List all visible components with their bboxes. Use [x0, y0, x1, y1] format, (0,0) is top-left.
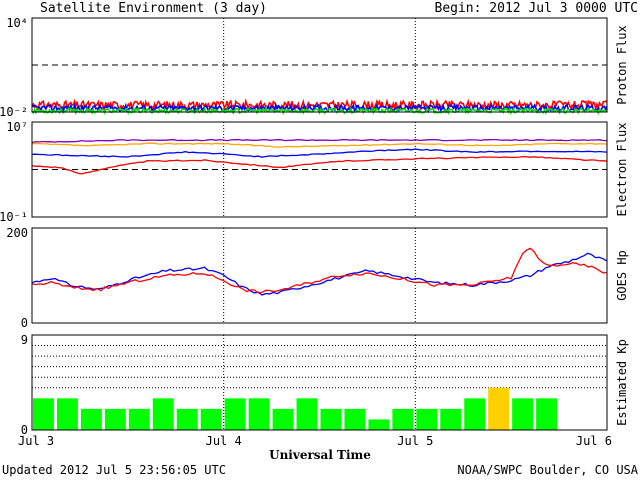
kp-bar-14 [368, 419, 390, 430]
proton-flux-tick-top: 10⁴ [6, 16, 28, 30]
begin-time: Begin: 2012 Jul 3 0000 UTC [435, 1, 639, 16]
electron-flux-panel: 10⁷ 10⁻¹ Electron Flux [0, 120, 629, 224]
updated-time: Updated 2012 Jul 5 23:56:05 UTC [2, 463, 226, 477]
goes-hp-series-0 [31, 252, 608, 296]
electron-flux-tick-bottom: 10⁻¹ [0, 210, 28, 224]
x-tick-label-2: Jul 5 [397, 434, 433, 448]
kp-bar-4 [128, 408, 150, 430]
kp-bar-13 [344, 408, 366, 430]
estimated-kp-ylabel: Estimated Kp [615, 339, 629, 426]
kp-bar-6 [176, 408, 198, 430]
kp-bar-5 [152, 398, 174, 430]
kp-bar-18 [464, 398, 486, 430]
x-tick-label-0: Jul 3 [18, 434, 54, 448]
kp-bar-2 [80, 408, 102, 430]
kp-bar-16 [416, 408, 438, 430]
estimated-kp-tick-bottom: 0 [21, 423, 28, 437]
goes-hp-tick-bottom: 0 [21, 316, 28, 330]
estimated-kp-frame [31, 334, 608, 431]
proton-flux-ylabel: Proton Flux [615, 25, 629, 104]
estimated-kp-tick-top: 9 [21, 333, 28, 347]
x-tick-label-3: Jul 6 [576, 434, 612, 448]
kp-bar-15 [392, 408, 414, 430]
electron-flux-series-1 [31, 142, 608, 148]
kp-bar-10 [272, 408, 294, 430]
chart-title: Satellite Environment (3 day) [40, 1, 267, 16]
electron-flux-series-2 [31, 148, 608, 158]
electron-flux-tick-top: 10⁷ [6, 120, 28, 134]
kp-bar-20 [512, 398, 534, 430]
credit: NOAA/SWPC Boulder, CO USA [457, 463, 638, 477]
kp-bar-7 [200, 408, 222, 430]
goes-hp-panel: 200 0 GOES Hp [6, 226, 629, 330]
proton-flux-frame [31, 17, 608, 113]
kp-bar-19 [488, 387, 510, 430]
kp-bar-12 [320, 408, 342, 430]
electron-flux-ylabel: Electron Flux [615, 123, 629, 217]
kp-bar-8 [224, 398, 246, 430]
estimated-kp-panel: 9 0 Estimated Kp [21, 333, 629, 437]
electron-flux-frame [31, 121, 608, 218]
kp-bar-3 [104, 408, 126, 430]
kp-bar-1 [56, 398, 78, 430]
proton-flux-panel: 10⁴ 10⁻² Proton Flux [0, 16, 629, 119]
kp-bar-21 [536, 398, 558, 430]
proton-flux-series-0 [31, 98, 608, 112]
kp-bar-9 [248, 398, 270, 430]
goes-hp-tick-top: 200 [6, 226, 28, 240]
kp-bar-11 [296, 398, 318, 430]
goes-hp-ylabel: GOES Hp [615, 250, 629, 301]
kp-bar-17 [440, 408, 462, 430]
goes-hp-frame [31, 227, 608, 324]
kp-bar-0 [33, 398, 54, 430]
proton-flux-tick-bottom: 10⁻² [0, 105, 28, 119]
electron-flux-series-0 [31, 138, 608, 144]
x-axis-title: Universal Time [269, 448, 371, 462]
electron-flux-series-3 [31, 155, 608, 175]
x-tick-label-1: Jul 4 [206, 434, 242, 448]
goes-hp-series-1 [31, 247, 608, 294]
